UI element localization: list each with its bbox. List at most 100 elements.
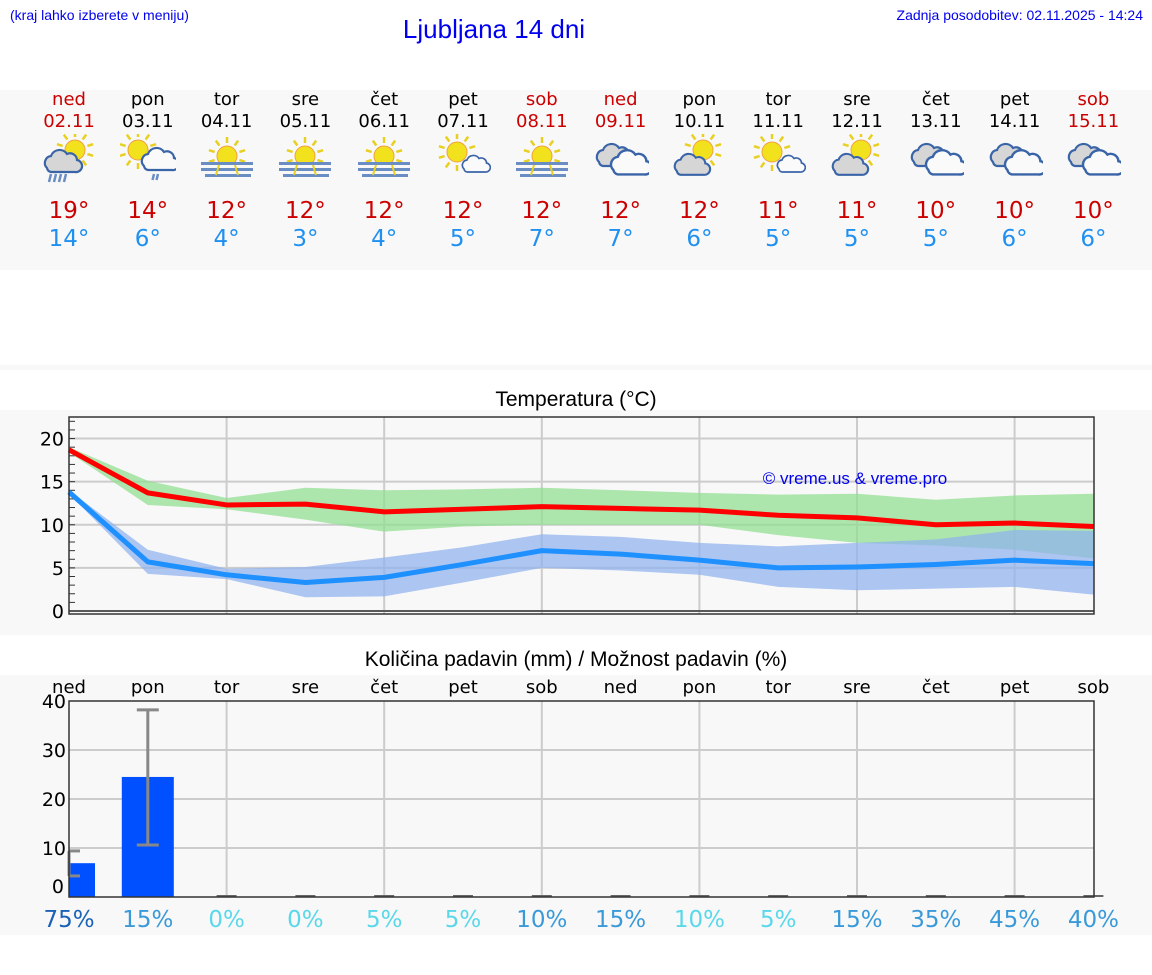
y-tick-label: 30 (42, 740, 66, 762)
max-temperature: 12° (363, 198, 405, 224)
x-tick-label: pet (1000, 677, 1030, 698)
max-temperature: 19° (48, 198, 90, 224)
max-temperature: 12° (521, 198, 563, 224)
x-tick-label: sob (1077, 677, 1109, 698)
min-temperature: 6° (686, 226, 713, 252)
day-name: tor (765, 89, 791, 110)
day-name: ned (52, 89, 86, 110)
forecast-day: pet 07.11 12° 5° (424, 90, 502, 270)
day-name: sob (1077, 89, 1110, 110)
x-tick-label: pon (131, 677, 165, 698)
max-temperature: 10° (994, 198, 1035, 224)
precipitation-probability: 5% (366, 907, 403, 933)
error-bar (136, 708, 159, 847)
location-hint: (kraj lahko izberete v meniju) (10, 7, 189, 23)
precipitation-probability: 15% (831, 907, 882, 933)
forecast-day: sre 12.11 11° 5° (818, 90, 896, 270)
y-tick-label: 0 (52, 601, 64, 623)
day-date: 07.11 (437, 111, 489, 132)
day-name: čet (370, 89, 399, 110)
cloudy-icon (1065, 134, 1126, 186)
cloudy-icon (908, 134, 968, 186)
forecast-day: pon 03.11 14° 6° (109, 90, 187, 270)
max-temperature: 11° (836, 198, 878, 224)
day-date: 08.11 (516, 111, 568, 132)
min-temperature: 5° (449, 226, 477, 252)
max-temperature: 12° (679, 198, 720, 224)
min-temperature: 5° (843, 226, 871, 252)
day-date: 04.11 (200, 111, 253, 132)
x-tick-label: pon (682, 677, 716, 698)
sun-cloud-rain-icon (41, 131, 97, 186)
min-temperature: 5° (922, 226, 949, 252)
min-temperature: 6° (134, 226, 161, 252)
y-tick-label: 10 (40, 515, 64, 537)
forecast-day: sob 08.11 12° 7° (503, 90, 581, 270)
sun-small-cloud-icon (435, 133, 492, 186)
max-temperature: 12° (285, 198, 326, 224)
precipitation-probability: 35% (910, 907, 961, 933)
precipitation-probability: 0% (287, 907, 324, 933)
day-name: pon (682, 89, 717, 110)
day-name: tor (213, 89, 240, 110)
x-tick-label: tor (765, 677, 791, 698)
day-date: 09.11 (594, 111, 647, 132)
min-temperature: 14° (48, 226, 90, 252)
day-date: 10.11 (673, 111, 726, 132)
forecast-day: ned 09.11 12° 7° (582, 90, 660, 270)
day-name: sob (525, 89, 558, 110)
plot-frame (68, 416, 1095, 615)
sun-fog-icon (277, 134, 333, 186)
day-name: pet (448, 89, 478, 110)
forecast-panel: ned 02.11 19° 14° pon 03.11 14° 6° tor 04.… (0, 90, 1152, 270)
cloudy-icon (593, 134, 653, 186)
y-tick-label: 10 (42, 838, 66, 860)
forecast-day: čet 13.11 10° 5° (897, 90, 975, 270)
precipitation-probability: 10% (516, 907, 567, 933)
day-date: 05.11 (279, 111, 332, 132)
max-temperature: 10° (1073, 198, 1114, 224)
x-tick-label: pet (448, 677, 478, 698)
sun-small-cloud-icon (750, 133, 807, 186)
precipitation-probability: 10% (674, 907, 725, 933)
min-temperature: 4° (213, 226, 240, 252)
min-temperature: 7° (607, 226, 634, 252)
max-temperature: 12° (600, 198, 641, 224)
x-tick-label: ned (52, 677, 86, 698)
max-temperature: 14° (127, 198, 169, 224)
y-tick-label: 40 (42, 691, 66, 713)
precipitation-bar (69, 863, 95, 897)
min-temperature: 4° (371, 226, 398, 252)
divider (0, 365, 1152, 370)
forecast-day: tor 11.11 11° 5° (739, 90, 817, 270)
sun-cloud-light-rain-icon (119, 131, 180, 186)
min-temperature: 5° (765, 226, 792, 252)
forecast-day: ned 02.11 19° 14° (30, 90, 108, 270)
x-tick-label: čet (370, 677, 398, 698)
precipitation-probability: 75% (43, 907, 94, 933)
min-temperature: 7° (528, 226, 555, 252)
cloudy-icon (987, 134, 1047, 186)
day-name: čet (921, 89, 950, 110)
max-temperature: 10° (915, 198, 957, 224)
min-temperature-range-band (69, 490, 1094, 598)
precipitation-probability: 40% (1068, 907, 1119, 933)
day-date: 02.11 (43, 111, 95, 132)
day-name: sre (843, 89, 871, 110)
day-date: 15.11 (1067, 111, 1120, 132)
min-temperature: 6° (1001, 226, 1028, 252)
forecast-day: sre 05.11 12° 3° (266, 90, 344, 270)
day-date: 13.11 (910, 111, 962, 132)
max-temperature-line (67, 447, 1094, 529)
max-temperature: 12° (206, 198, 247, 224)
precipitation-probability: 5% (445, 907, 482, 933)
x-tick-label: sob (526, 677, 558, 698)
y-tick-label: 15 (40, 472, 64, 494)
y-tick-label: 20 (40, 429, 64, 451)
max-temperature: 12° (442, 198, 484, 224)
precipitation-probability: 5% (760, 907, 797, 933)
y-tick-label: 0 (52, 876, 64, 898)
day-date: 12.11 (831, 111, 883, 132)
sun-fog-icon (514, 134, 570, 186)
